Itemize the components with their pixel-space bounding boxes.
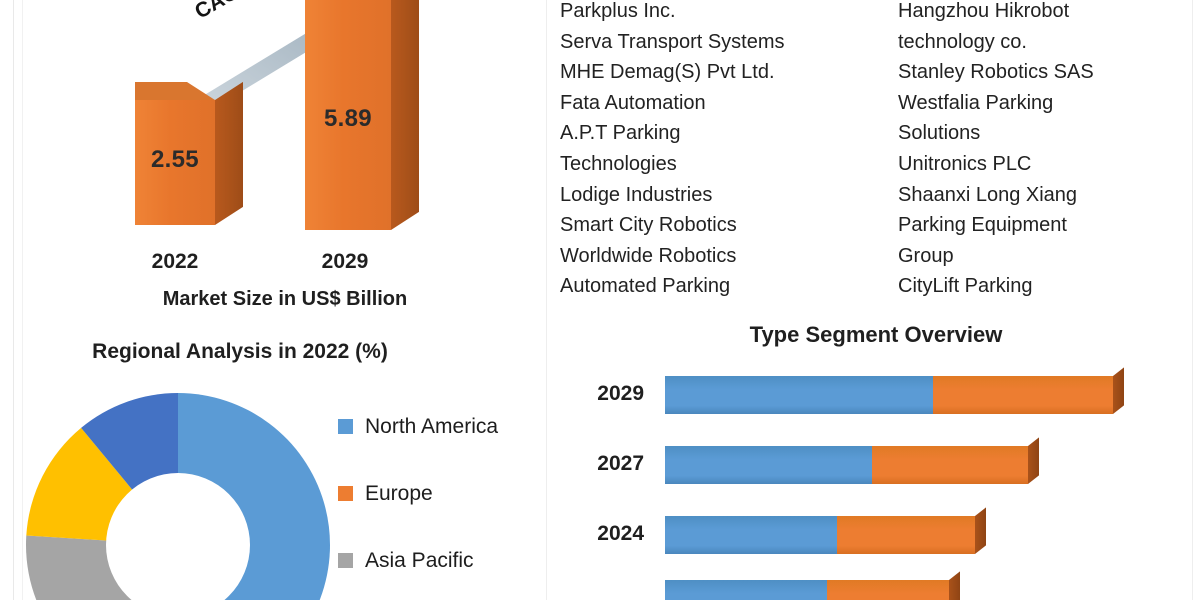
type-segment-bar-row: 2029 [546, 367, 1200, 430]
regional-analysis-chart: Regional Analysis in 2022 (%) North Amer… [0, 325, 546, 600]
legend-swatch [338, 419, 353, 434]
bar-2022-side [215, 81, 243, 225]
company-item: Automated Parking [560, 275, 731, 298]
key-players-list: Parkplus Inc. Serva Transport Systems MHE … [546, 0, 1200, 310]
company-column-right: Hangzhou Hikrobot technology co. Stanley R… [898, 0, 1198, 302]
company-item: Lodige Industries [560, 183, 713, 206]
legend-label: Europe [365, 481, 433, 505]
legend-label: Asia Pacific [365, 548, 474, 572]
regional-donut [18, 385, 338, 600]
market-size-caption: Market Size in US$ Billion [162, 288, 408, 310]
company-item: Hangzhou Hikrobot [898, 0, 1070, 22]
bar-segment-end-cap [975, 507, 986, 554]
bar-segment-orange [827, 580, 949, 600]
bar-2022-value: 2.55 [151, 146, 199, 173]
type-segment-bar-row [546, 571, 1200, 600]
bar-2029-year-label: 2029 [321, 250, 369, 273]
company-item: Fata Automation [560, 91, 706, 114]
bar-2029: 5.89 [305, 0, 419, 230]
company-item: Parkplus Inc. [560, 0, 676, 22]
bar-segment-orange [872, 446, 1028, 484]
regional-legend: North America Europe Asia Pacific [338, 393, 538, 594]
company-item: Unitronics PLC [898, 152, 1032, 175]
type-segment-bar-row: 2027 [546, 437, 1200, 500]
type-segment-year-label: 2027 [597, 452, 644, 475]
bar-2029-front [305, 0, 391, 230]
company-item: Worldwide Robotics [560, 244, 737, 267]
regional-analysis-title: Regional Analysis in 2022 (%) [92, 340, 388, 363]
type-segment-bar [665, 507, 986, 554]
legend-swatch [338, 486, 353, 501]
company-item: technology co. [898, 30, 1027, 53]
bar-2022-year-label: 2022 [151, 250, 199, 273]
type-segment-chart: Type Segment Overview 2029 2027 2024 [546, 310, 1200, 600]
company-item: Group [898, 244, 954, 267]
bar-2022-top [135, 82, 215, 100]
panel-divider-right [1192, 0, 1193, 600]
donut-svg [26, 393, 330, 600]
company-item: CityLift Parking [898, 275, 1033, 298]
bar-2022: 2.55 [135, 81, 243, 225]
bar-2029-value: 5.89 [324, 105, 372, 132]
company-item: Solutions [898, 122, 981, 145]
panel-divider-left [13, 0, 14, 600]
company-column-left: Parkplus Inc. Serva Transport Systems MHE … [560, 0, 890, 302]
company-item: Serva Transport Systems [560, 30, 785, 53]
company-item: A.P.T Parking [560, 122, 681, 145]
legend-row: North America [338, 393, 538, 460]
legend-row: Asia Pacific [338, 527, 538, 594]
bar-2029-side [391, 0, 419, 230]
bar-segment-orange [837, 516, 975, 554]
type-segment-bar [665, 571, 960, 600]
legend-swatch [338, 553, 353, 568]
bar-segment-blue [665, 516, 837, 554]
company-item: Parking Equipment [898, 214, 1067, 237]
company-item: Westfalia Parking [898, 91, 1054, 114]
legend-row: Europe [338, 460, 538, 527]
bar-segment-end-cap [949, 571, 960, 600]
bar-segment-end-cap [1113, 367, 1124, 414]
bar-segment-blue [665, 376, 933, 414]
type-segment-year-label: 2024 [597, 522, 644, 545]
bar-segment-orange [933, 376, 1113, 414]
company-item: Technologies [560, 152, 677, 175]
company-item: Stanley Robotics SAS [898, 61, 1094, 84]
type-segment-bar [665, 367, 1124, 414]
type-segment-bar [665, 437, 1039, 484]
panel-divider-left-inner [22, 0, 23, 600]
market-size-chart: CAGR 12.67% 2.55 5.89 2022 2029 Market S… [0, 0, 540, 320]
legend-label: North America [365, 414, 499, 438]
type-segment-bar-row: 2024 [546, 507, 1200, 570]
bar-segment-blue [665, 446, 872, 484]
type-segment-title: Type Segment Overview [749, 322, 1003, 347]
company-item: Smart City Robotics [560, 214, 737, 237]
bar-segment-end-cap [1028, 437, 1039, 484]
bar-2022-front [135, 100, 215, 225]
type-segment-year-label: 2029 [597, 382, 644, 405]
panel-divider-center [546, 0, 547, 600]
company-item: Shaanxi Long Xiang [898, 183, 1078, 206]
bar-segment-blue [665, 580, 827, 600]
company-item: MHE Demag(S) Pvt Ltd. [560, 61, 775, 84]
